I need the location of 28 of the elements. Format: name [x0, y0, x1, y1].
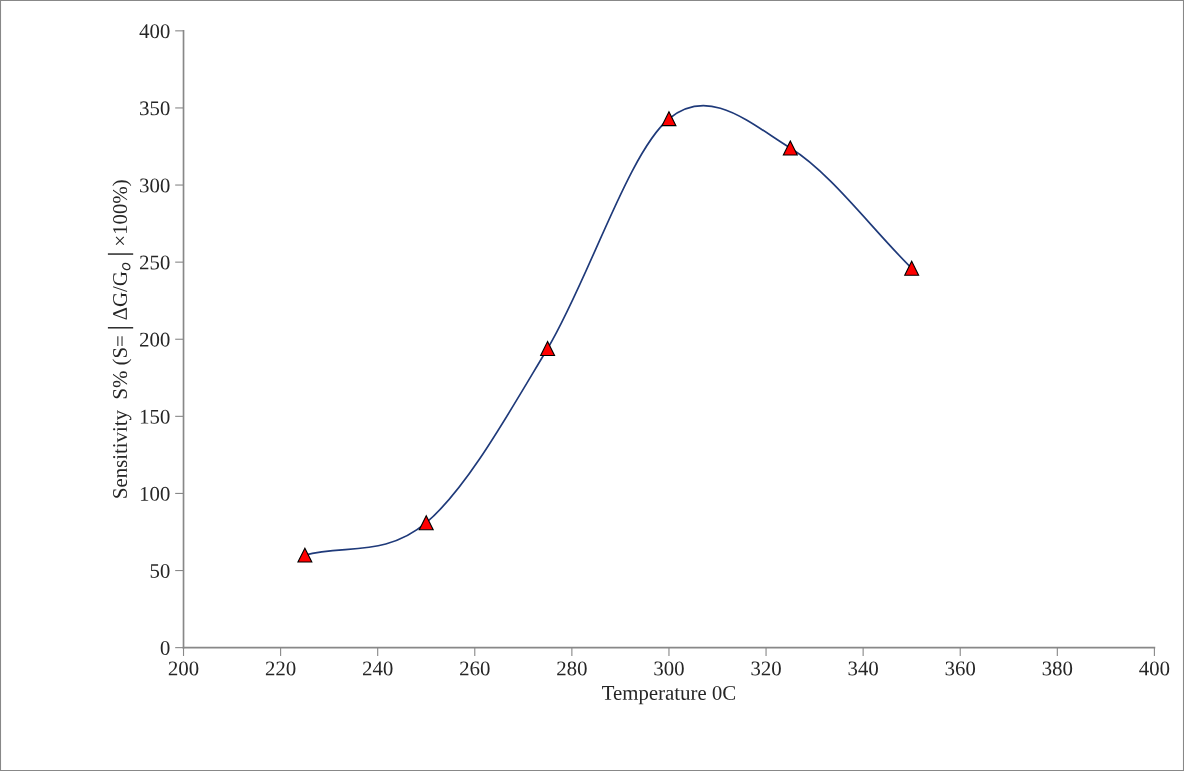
y-tick-label: 300 — [140, 178, 170, 193]
y-axis-title: Sensitivity S% (S=│ΔG/G$_{o}$│×100%) — [107, 180, 134, 498]
x-tick-label: 240 — [362, 661, 393, 676]
point — [418, 515, 434, 531]
point — [661, 111, 677, 127]
point — [904, 260, 920, 276]
y-tick-label: 350 — [140, 101, 170, 116]
point — [297, 547, 313, 563]
point — [540, 340, 556, 356]
y-tick-label: 100 — [140, 486, 170, 501]
x-tick-label: 340 — [848, 661, 878, 676]
x-tick-label: 200 — [168, 661, 199, 676]
x-tick-label: 380 — [1042, 661, 1073, 676]
y-tick-label: 400 — [139, 24, 170, 39]
x-tick-label: 220 — [265, 661, 296, 676]
y-tick-label: 250 — [139, 255, 170, 270]
x-tick-label: 320 — [751, 661, 781, 676]
x-axis-title: Temperature 0C — [602, 685, 736, 705]
x-tick-label: 400 — [1139, 661, 1170, 676]
y-tick-label: 200 — [139, 332, 170, 347]
point — [782, 140, 798, 156]
x-tick-label: 300 — [654, 661, 684, 676]
x-tick-label: 280 — [557, 661, 587, 676]
y-tick-label: 150 — [140, 409, 170, 424]
y-tick-label: 0 — [160, 641, 170, 656]
y-tick-label: 50 — [150, 563, 170, 578]
x-tick-label: 360 — [945, 661, 976, 676]
x-tick-label: 260 — [460, 661, 490, 676]
